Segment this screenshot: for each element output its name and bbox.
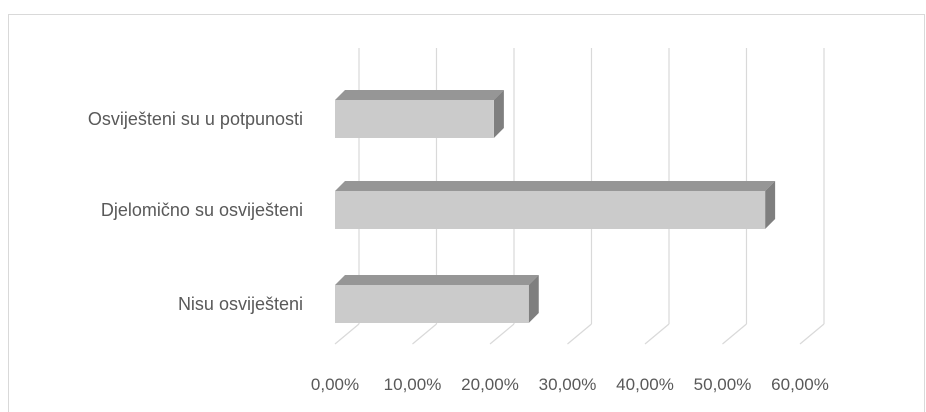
x-tick-label: 40,00% <box>616 375 674 394</box>
gridline-floor <box>334 323 360 345</box>
chart-frame <box>8 14 925 412</box>
bar-front-face <box>335 285 529 323</box>
gridline-floor <box>412 323 437 345</box>
bar-top-face <box>335 275 539 285</box>
x-tick-label: 60,00% <box>771 375 829 394</box>
gridline-floor <box>722 323 747 345</box>
bar <box>335 90 504 138</box>
bar-top-face <box>335 181 776 191</box>
category-label: Djelomično su osviješteni <box>101 200 303 220</box>
gridline-floor <box>489 323 515 345</box>
x-tick-label: 50,00% <box>694 375 752 394</box>
bar-side-face <box>493 90 504 138</box>
bar-side-face <box>528 275 539 323</box>
labels-layer: 0,00% 10,00% 20,00% 30,00% 40,00% 50,00% 60,00… <box>88 109 829 394</box>
gridline-floor <box>644 323 670 345</box>
bar <box>335 181 776 229</box>
bar-side-face <box>765 181 776 229</box>
bar-front-face <box>335 191 766 229</box>
gridline-floor <box>567 323 592 345</box>
category-label: Nisu osviješteni <box>178 294 303 314</box>
bar <box>335 275 539 323</box>
category-label: Osviješteni su u potpunosti <box>88 109 303 129</box>
x-tick-label: 0,00% <box>311 375 359 394</box>
bars-layer <box>335 90 776 323</box>
gridline-floor <box>799 323 825 345</box>
x-tick-label: 10,00% <box>384 375 442 394</box>
bar-top-face <box>335 90 504 100</box>
x-tick-label: 20,00% <box>461 375 519 394</box>
x-tick-label: 30,00% <box>539 375 597 394</box>
bar-front-face <box>335 100 494 138</box>
